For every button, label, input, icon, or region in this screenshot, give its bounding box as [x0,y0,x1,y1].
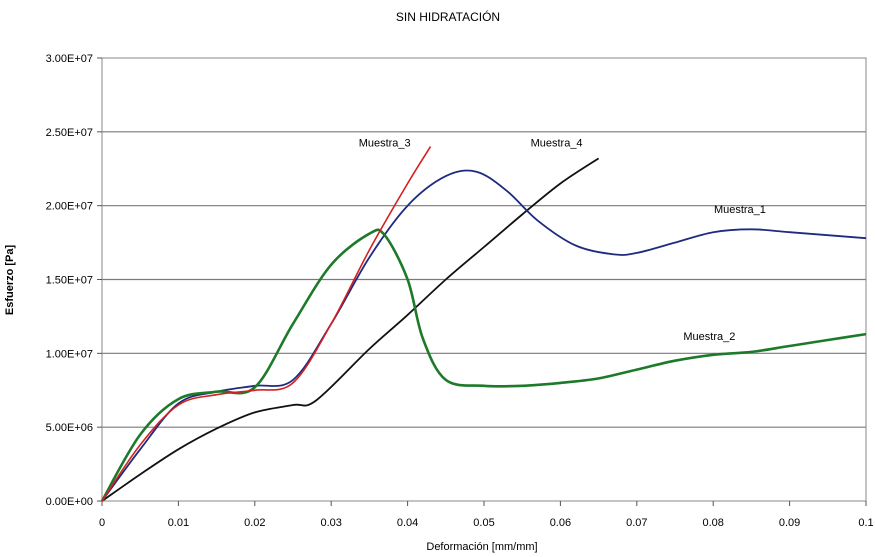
series-line-muestra-4 [101,157,600,502]
x-tick-label: 0.04 [397,517,418,529]
y-tick-label: 2.50E+07 [46,127,93,139]
y-tick-label: 2.00E+07 [46,201,93,213]
series-label-muestra-4: Muestra_4 [531,138,583,150]
series-labels: Muestra_1 Muestra_2 Muestra_3 Muestra_4 [359,138,766,343]
series-label-muestra-3: Muestra_3 [359,138,411,150]
x-tick-label: 0.06 [550,517,571,529]
y-axis-ticks: 0.00E+00 5.00E+06 1.00E+07 1.50E+07 2.00E+07… [46,53,102,508]
x-tick-label: 0.09 [779,517,800,529]
y-tick-label: 3.00E+07 [46,53,93,65]
x-tick-label: 0.07 [626,517,647,529]
y-axis-label: Esfuerzo [Pa] [4,245,16,316]
y-tick-label: 1.50E+07 [46,275,93,287]
x-tick-label: 0.03 [320,517,341,529]
series-line-muestra-3 [101,146,432,502]
x-axis-ticks: 0 0.01 0.02 0.03 0.04 0.05 0.06 0.07 0.08 0.09 0.1 [99,501,874,529]
series-label-muestra-1: Muestra_1 [714,204,766,216]
x-axis-label: Deformación [mm/mm] [426,541,537,553]
y-tick-label: 1.00E+07 [46,348,93,360]
series-line-muestra-2 [100,228,867,502]
chart-title: SIN HIDRATACIÓN [396,9,500,24]
x-tick-label: 0.01 [168,517,189,529]
gridlines [102,131,866,428]
x-tick-label: 0.05 [473,517,494,529]
series-lines [100,146,867,502]
x-tick-label: 0.1 [858,517,873,529]
x-tick-label: 0.02 [244,517,265,529]
x-tick-label: 0.08 [702,517,723,529]
y-tick-label: 5.00E+06 [46,422,93,434]
y-tick-label: 0.00E+00 [46,496,93,508]
series-line-muestra-1 [101,169,867,502]
series-label-muestra-2: Muestra_2 [683,331,735,343]
x-tick-label: 0 [99,517,105,529]
